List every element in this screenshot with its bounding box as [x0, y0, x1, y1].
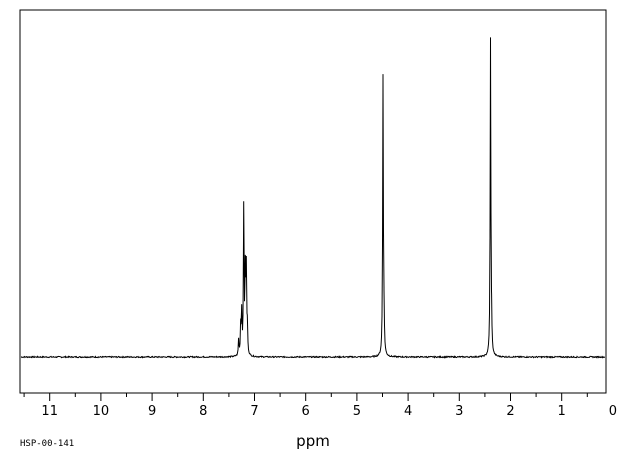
x-axis-label: ppm: [296, 432, 330, 450]
spectrum-code-label: HSP-00-141: [20, 439, 74, 449]
x-tick-label: 8: [199, 404, 207, 419]
x-axis-tick-labels: 11 10 9 8 7 6 5 4 3 2 1 0: [41, 404, 617, 419]
x-tick-label: 4: [404, 404, 412, 419]
x-tick-label: 5: [353, 404, 361, 419]
spectrum-line: [20, 37, 606, 359]
x-axis-ticks: [23, 393, 588, 401]
x-tick-label: 6: [302, 404, 310, 419]
x-tick-label: 0: [609, 404, 617, 419]
x-tick-label: 7: [250, 404, 258, 419]
x-tick-label: 1: [558, 404, 566, 419]
x-tick-label: 9: [148, 404, 156, 419]
plot-frame: [19, 9, 607, 394]
x-tick-label: 3: [455, 404, 463, 419]
x-tick-label: 2: [506, 404, 514, 419]
x-tick-label: 10: [93, 404, 110, 419]
x-tick-label: 11: [41, 404, 58, 419]
